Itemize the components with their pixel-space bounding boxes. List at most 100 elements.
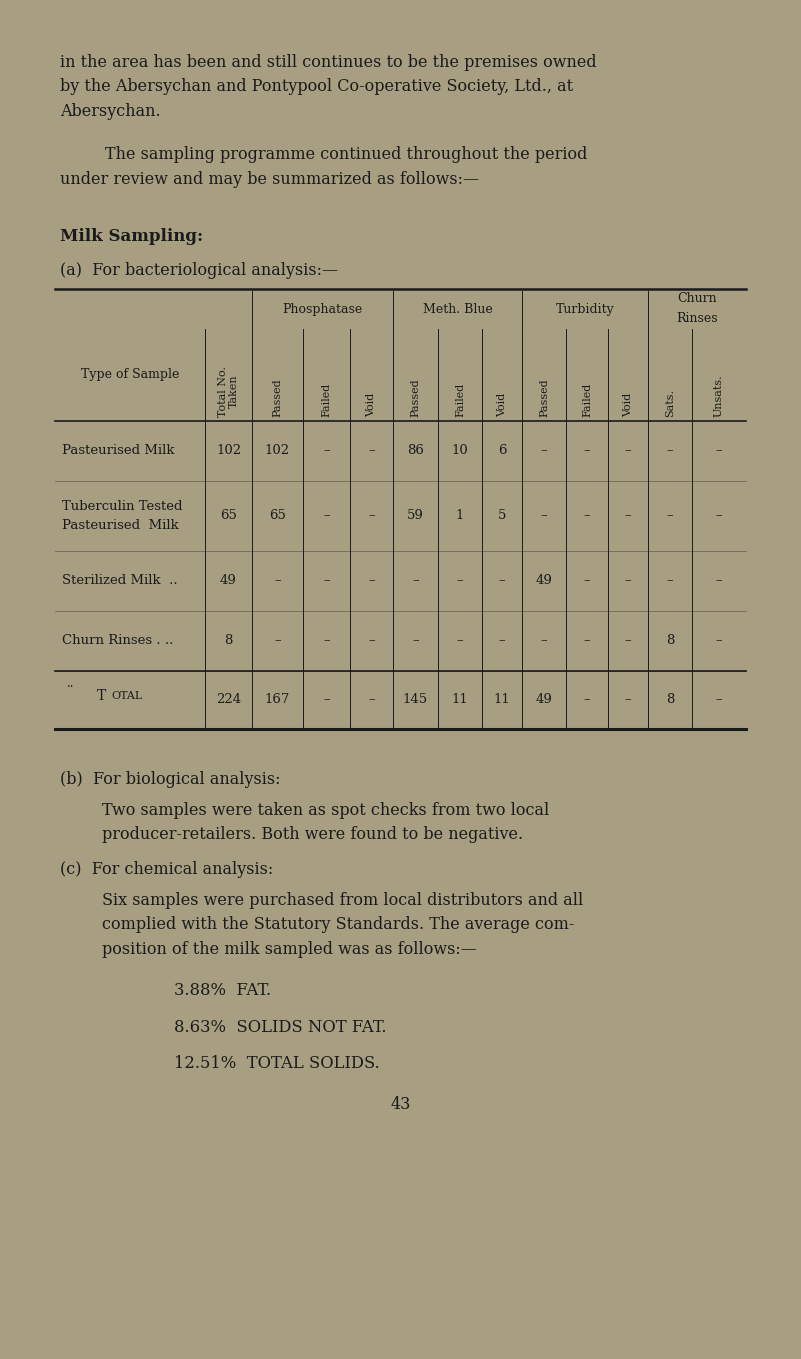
Text: –: –: [323, 444, 330, 457]
Text: –: –: [274, 635, 281, 647]
Text: Failed: Failed: [582, 382, 592, 417]
Text: –: –: [584, 444, 590, 457]
Text: Failed: Failed: [321, 382, 332, 417]
Text: –: –: [625, 510, 631, 522]
Text: Type of Sample: Type of Sample: [81, 368, 179, 382]
Text: –: –: [666, 575, 674, 587]
Text: ..: ..: [67, 677, 74, 690]
Text: Meth. Blue: Meth. Blue: [423, 303, 493, 317]
Text: 8: 8: [666, 693, 674, 707]
Text: 102: 102: [265, 444, 290, 457]
Text: 145: 145: [403, 693, 428, 707]
Text: (c)  For chemical analysis:: (c) For chemical analysis:: [60, 860, 273, 878]
Text: Sats.: Sats.: [665, 389, 675, 417]
Text: Passed: Passed: [539, 378, 549, 417]
Text: Churn Rinses . ..: Churn Rinses . ..: [62, 635, 173, 647]
Text: 8.63%  SOLIDS NOT FAT.: 8.63% SOLIDS NOT FAT.: [174, 1018, 387, 1036]
Text: –: –: [323, 575, 330, 587]
Text: –: –: [457, 635, 463, 647]
Text: Abersychan.: Abersychan.: [60, 103, 161, 120]
Text: Turbidity: Turbidity: [556, 303, 614, 317]
Text: Rinses: Rinses: [676, 313, 718, 325]
Text: Void: Void: [497, 393, 507, 417]
Text: –: –: [625, 444, 631, 457]
Text: 43: 43: [390, 1097, 411, 1113]
Text: –: –: [715, 510, 723, 522]
Text: complied with the Statutory Standards. The average com-: complied with the Statutory Standards. T…: [102, 916, 574, 934]
Text: (b)  For biological analysis:: (b) For biological analysis:: [60, 771, 280, 788]
Text: –: –: [715, 693, 723, 707]
Text: in the area has been and still continues to be the premises owned: in the area has been and still continues…: [60, 54, 597, 71]
Text: T: T: [97, 689, 107, 703]
Text: –: –: [323, 510, 330, 522]
Text: (a)  For bacteriological analysis:—: (a) For bacteriological analysis:—: [60, 262, 338, 279]
Text: Void: Void: [367, 393, 376, 417]
Text: OTAL: OTAL: [111, 690, 143, 701]
Text: Two samples were taken as spot checks from two local: Two samples were taken as spot checks fr…: [102, 802, 549, 819]
Text: Phosphatase: Phosphatase: [283, 303, 363, 317]
Text: –: –: [274, 575, 281, 587]
Text: 5: 5: [497, 510, 506, 522]
Text: 11: 11: [452, 693, 469, 707]
Text: Unsats.: Unsats.: [714, 374, 724, 417]
Text: 1: 1: [456, 510, 465, 522]
Text: Six samples were purchased from local distributors and all: Six samples were purchased from local di…: [102, 892, 583, 909]
Text: 86: 86: [407, 444, 424, 457]
Text: –: –: [323, 635, 330, 647]
Text: –: –: [625, 693, 631, 707]
Text: Total No.
Taken: Total No. Taken: [218, 366, 239, 417]
Text: 12.51%  TOTAL SOLIDS.: 12.51% TOTAL SOLIDS.: [174, 1055, 380, 1072]
Text: Void: Void: [623, 393, 633, 417]
Text: 224: 224: [216, 693, 241, 707]
Text: 3.88%  FAT.: 3.88% FAT.: [174, 983, 271, 999]
Text: Tuberculin Tested: Tuberculin Tested: [62, 500, 183, 512]
Text: 8: 8: [224, 635, 232, 647]
Text: –: –: [541, 635, 547, 647]
Text: 11: 11: [493, 693, 510, 707]
Text: Passed: Passed: [410, 378, 421, 417]
Text: Milk Sampling:: Milk Sampling:: [60, 228, 203, 245]
Text: –: –: [666, 444, 674, 457]
Text: –: –: [584, 575, 590, 587]
Text: –: –: [368, 693, 375, 707]
Text: –: –: [499, 575, 505, 587]
Text: 8: 8: [666, 635, 674, 647]
Text: –: –: [368, 635, 375, 647]
Text: under review and may be summarized as follows:—: under review and may be summarized as fo…: [60, 171, 479, 188]
Text: Churn: Churn: [677, 292, 717, 306]
Text: The sampling programme continued throughout the period: The sampling programme continued through…: [105, 147, 587, 163]
Text: Pasteurised  Milk: Pasteurised Milk: [62, 519, 179, 533]
Text: 49: 49: [220, 575, 237, 587]
Text: position of the milk sampled was as follows:—: position of the milk sampled was as foll…: [102, 940, 477, 958]
Text: 49: 49: [536, 575, 553, 587]
Text: 6: 6: [497, 444, 506, 457]
Text: –: –: [625, 575, 631, 587]
Text: –: –: [541, 510, 547, 522]
Text: –: –: [368, 510, 375, 522]
Text: Failed: Failed: [455, 382, 465, 417]
Text: –: –: [584, 635, 590, 647]
Text: 65: 65: [220, 510, 237, 522]
Text: –: –: [413, 575, 419, 587]
Text: –: –: [666, 510, 674, 522]
Text: 10: 10: [452, 444, 469, 457]
Text: Pasteurised Milk: Pasteurised Milk: [62, 444, 175, 457]
Text: Passed: Passed: [272, 378, 283, 417]
Text: by the Abersychan and Pontypool Co-operative Society, Ltd., at: by the Abersychan and Pontypool Co-opera…: [60, 79, 574, 95]
Text: –: –: [541, 444, 547, 457]
Text: –: –: [413, 635, 419, 647]
Text: –: –: [457, 575, 463, 587]
Text: 167: 167: [265, 693, 290, 707]
Text: 49: 49: [536, 693, 553, 707]
Text: 65: 65: [269, 510, 286, 522]
Text: –: –: [584, 510, 590, 522]
Text: –: –: [368, 575, 375, 587]
Text: –: –: [323, 693, 330, 707]
Text: 102: 102: [216, 444, 241, 457]
Text: –: –: [715, 444, 723, 457]
Text: 59: 59: [407, 510, 424, 522]
Text: producer-retailers. Both were found to be negative.: producer-retailers. Both were found to b…: [102, 826, 523, 844]
Text: –: –: [715, 575, 723, 587]
Text: –: –: [499, 635, 505, 647]
Text: –: –: [625, 635, 631, 647]
